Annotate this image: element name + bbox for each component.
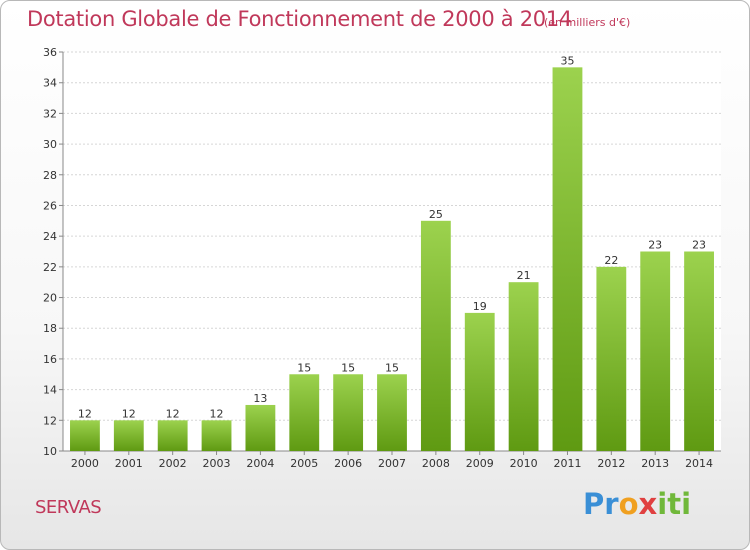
data-label-2005: 15 xyxy=(297,361,311,374)
data-label-2007: 15 xyxy=(385,361,399,374)
x-tick-label-2011: 2011 xyxy=(553,457,581,470)
logo-letter: r xyxy=(604,487,619,521)
logo-letter: x xyxy=(638,487,658,521)
bar-2011 xyxy=(552,67,583,451)
data-label-2003: 12 xyxy=(210,407,224,420)
logo-letter: o xyxy=(618,487,639,521)
bar-2013 xyxy=(640,251,671,451)
bar-2012 xyxy=(596,266,627,451)
x-tick-label-2010: 2010 xyxy=(510,457,538,470)
data-label-2009: 19 xyxy=(473,300,487,313)
place-name: SERVAS xyxy=(35,497,102,518)
bar-2014 xyxy=(684,251,714,451)
y-tick-label: 30 xyxy=(43,138,57,151)
x-tick-label-2006: 2006 xyxy=(334,457,362,470)
y-tick-label: 32 xyxy=(43,107,57,120)
bar-2006 xyxy=(333,374,364,451)
x-tick-label-2003: 2003 xyxy=(203,457,231,470)
bar-2010 xyxy=(508,282,539,451)
data-label-2002: 12 xyxy=(166,407,180,420)
data-label-2004: 13 xyxy=(253,392,267,405)
data-label-2013: 23 xyxy=(648,239,662,252)
y-tick-label: 20 xyxy=(43,292,57,305)
bar-2004 xyxy=(245,404,276,451)
y-tick-label: 12 xyxy=(43,414,57,427)
y-tick-label: 16 xyxy=(43,353,57,366)
y-tick-label: 10 xyxy=(43,445,57,458)
logo-letter: P xyxy=(583,487,605,521)
x-tick-label-2005: 2005 xyxy=(290,457,318,470)
chart-subtitle: (en milliers d'€) xyxy=(544,16,631,29)
bar-2005 xyxy=(289,374,320,451)
y-tick-label: 18 xyxy=(43,322,57,335)
y-tick-label: 28 xyxy=(43,169,57,182)
x-tick-label-2009: 2009 xyxy=(466,457,494,470)
x-tick-label-2007: 2007 xyxy=(378,457,406,470)
proxiti-logo: Proxiti xyxy=(583,487,691,521)
x-tick-label-2002: 2002 xyxy=(159,457,187,470)
y-tick-label: 22 xyxy=(43,261,57,274)
data-label-2001: 12 xyxy=(122,407,136,420)
x-tick-label-2014: 2014 xyxy=(685,457,713,470)
y-tick-label: 34 xyxy=(43,77,57,90)
logo-letter: i xyxy=(657,487,668,521)
data-label-2014: 23 xyxy=(692,239,706,252)
logo-letter: t xyxy=(667,487,682,521)
data-label-2010: 21 xyxy=(517,269,531,282)
x-tick-label-2004: 2004 xyxy=(246,457,274,470)
chart-title: Dotation Globale de Fonctionnement de 20… xyxy=(27,7,572,31)
y-tick-label: 26 xyxy=(43,199,57,212)
logo-letter: i xyxy=(681,487,692,521)
data-label-2000: 12 xyxy=(78,407,92,420)
y-tick-label: 14 xyxy=(43,384,57,397)
bar-2007 xyxy=(377,374,407,451)
y-tick-label: 36 xyxy=(43,46,57,59)
x-tick-label-2008: 2008 xyxy=(422,457,450,470)
x-tick-label-2013: 2013 xyxy=(641,457,669,470)
data-label-2012: 22 xyxy=(604,254,618,267)
y-tick-label: 24 xyxy=(43,230,57,243)
bar-2003 xyxy=(201,420,232,451)
x-tick-label-2000: 2000 xyxy=(71,457,99,470)
bar-2009 xyxy=(464,312,495,451)
data-label-2006: 15 xyxy=(341,361,355,374)
bar-2000 xyxy=(70,420,100,451)
data-label-2011: 35 xyxy=(560,54,574,67)
bar-2008 xyxy=(420,220,451,451)
bar-2002 xyxy=(157,420,188,451)
data-label-2008: 25 xyxy=(429,208,443,221)
bar-2001 xyxy=(113,420,144,451)
x-tick-label-2012: 2012 xyxy=(597,457,625,470)
x-tick-label-2001: 2001 xyxy=(115,457,143,470)
